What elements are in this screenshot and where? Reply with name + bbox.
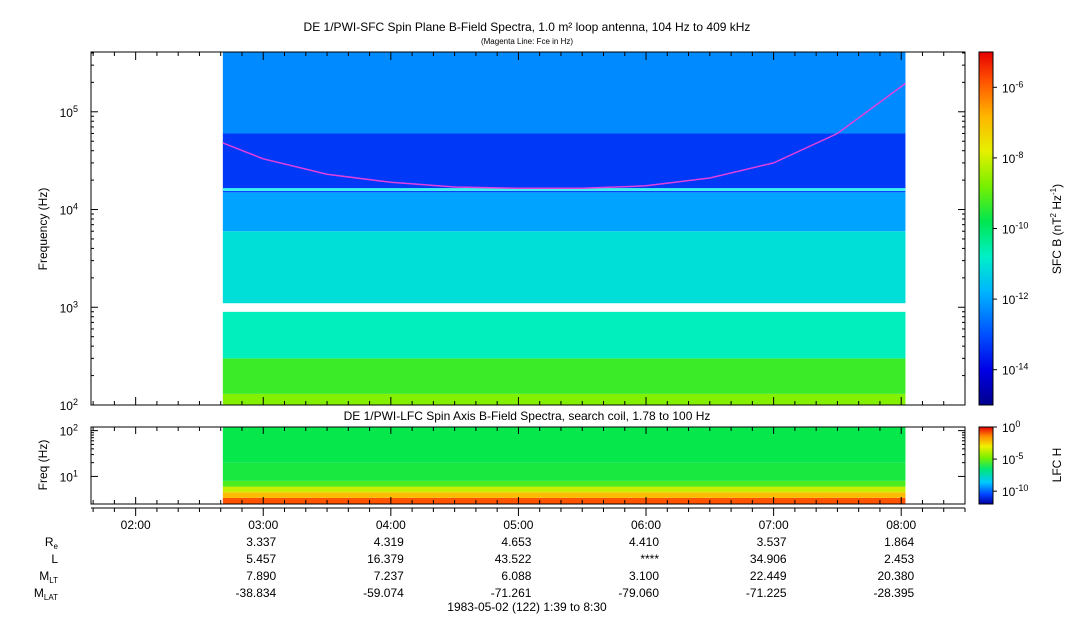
ephemeris-table: Re 3.337 4.319 4.653 4.410 3.537 1.864 L 5.457 16… [34,535,915,602]
sfc-gap-line [222,307,906,312]
lfc-ylabel: Freq (Hz) [36,440,50,491]
time-axis: 02:00 03:00 04:00 05:00 06:00 07:00 08:00 [91,52,966,532]
time-tick-label: 07:00 [759,518,789,532]
lfc-ytick-label: 102 [60,423,78,439]
sfc-band-0 [222,393,906,405]
ephemeris-value: 3.100 [629,569,659,583]
ephemeris-value: 3.537 [757,535,787,549]
sfc-band-2 [222,311,906,359]
ephemeris-value: -71.261 [491,586,532,600]
sfc-cbar-tick-label: 10-12 [1002,291,1028,307]
time-tick-label: 05:00 [503,518,533,532]
lfc-ytick-label: 101 [60,468,78,484]
time-tick-label: 08:00 [886,518,916,532]
ephemeris-label: Re [45,535,59,551]
sfc-ytick-label: 105 [60,104,78,120]
lfc-cbar-tick-label: 10-5 [1002,451,1023,467]
ephemeris-value: -79.060 [618,586,659,600]
ephemeris-value: 20.380 [878,569,915,583]
ephemeris-value: 7.890 [246,569,276,583]
lfc-band-4 [222,462,906,481]
ephemeris-value: 5.457 [246,552,276,566]
sfc-colorbar-label: SFC B (nT2 Hz-1) [1049,184,1064,274]
ephemeris-value: 7.237 [374,569,404,583]
time-tick-label: 02:00 [121,518,151,532]
ephemeris-label: MLAT [34,586,58,602]
lfc-band-0 [222,497,906,504]
sfc-ytick-label: 102 [60,397,78,413]
lfc-title: DE 1/PWI-LFC Spin Axis B-Field Spectra, … [344,409,711,423]
sfc-band-6 [222,52,906,134]
ephemeris-label: MLT [39,569,58,585]
sfc-band-5 [222,133,906,193]
ephemeris-value: 6.088 [501,569,531,583]
lfc-band-5 [222,427,906,463]
chart-title: DE 1/PWI-SFC Spin Plane B-Field Spectra,… [304,20,751,34]
sfc-ytick-label: 104 [60,202,78,218]
fce-line [222,82,906,190]
sfc-band-4 [222,192,906,232]
lfc-colorbar [978,426,994,505]
ephemeris-value: 4.319 [374,535,404,549]
ephemeris-value: **** [640,552,659,566]
ephemeris-value: 1.864 [884,535,914,549]
ephemeris-value: 2.453 [884,552,914,566]
colorbar-ticks: 10-6 10-8 10-10 10-12 10-14 100 10-5 10-10 [993,79,1028,499]
ephemeris-value: 22.449 [750,569,787,583]
ephemeris-value: 16.379 [367,552,404,566]
sfc-band-3 [222,231,906,304]
sfc-plot-frame [90,51,966,406]
lfc-plot-area [222,427,906,504]
sfc-interference-line [222,188,906,192]
time-tick-label: 04:00 [376,518,406,532]
sfc-cbar-tick-label: 10-10 [1002,221,1028,237]
ephemeris-value: 4.653 [501,535,531,549]
sfc-plot-area [222,52,906,405]
sfc-colorbar [978,51,994,406]
sfc-ylabel: Frequency (Hz) [36,188,50,271]
ephemeris-value: -38.834 [236,586,277,600]
sfc-cbar-tick-label: 10-6 [1002,79,1023,95]
ephemeris-value: -59.074 [363,586,404,600]
ephemeris-value: 34.906 [750,552,787,566]
time-tick-label: 06:00 [631,518,661,532]
lfc-band-1 [222,492,906,498]
time-tick-label: 03:00 [248,518,278,532]
ephemeris-label: L [51,552,58,566]
sfc-band-1 [222,358,906,394]
sfc-cbar-tick-label: 10-8 [1002,150,1023,166]
ephemeris-value: -28.395 [874,586,915,600]
chart-subtitle: (Magenta Line: Fce in Hz) [481,37,573,46]
lfc-band-3 [222,480,906,487]
lfc-cbar-tick-label: 100 [1002,419,1020,435]
date-footer: 1983-05-02 (122) 1:39 to 8:30 [447,600,607,614]
lfc-cbar-tick-label: 10-10 [1002,483,1028,499]
ephemeris-value: 4.410 [629,535,659,549]
ephemeris-value: -71.225 [746,586,787,600]
lfc-colorbar-label: LFC H [1050,448,1064,483]
ephemeris-value: 43.522 [495,552,532,566]
lfc-plot-frame [90,426,966,505]
sfc-cbar-tick-label: 10-14 [1002,362,1028,378]
ephemeris-value: 3.337 [246,535,276,549]
sfc-ytick-label: 103 [60,299,78,315]
lfc-band-2 [222,486,906,493]
